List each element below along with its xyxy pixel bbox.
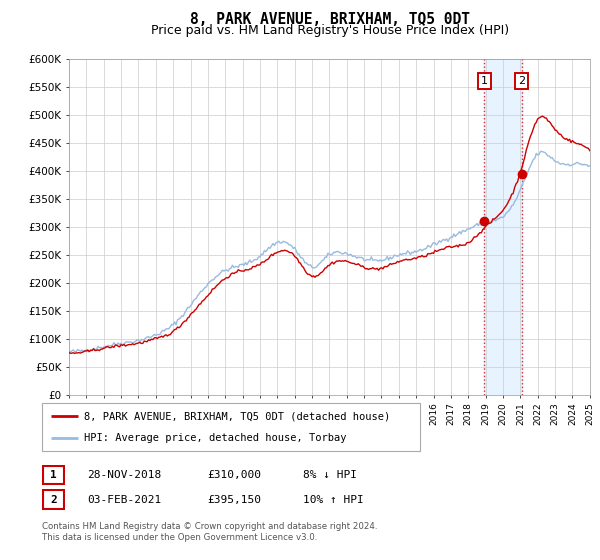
FancyBboxPatch shape (43, 466, 64, 484)
Text: 2: 2 (518, 76, 526, 86)
FancyBboxPatch shape (42, 403, 420, 451)
FancyBboxPatch shape (43, 491, 64, 508)
Text: 28-NOV-2018: 28-NOV-2018 (87, 470, 161, 480)
Text: £395,150: £395,150 (207, 494, 261, 505)
Text: 03-FEB-2021: 03-FEB-2021 (87, 494, 161, 505)
Text: 8% ↓ HPI: 8% ↓ HPI (303, 470, 357, 480)
Bar (484, 59, 522, 395)
Text: 1: 1 (50, 470, 57, 480)
Text: Price paid vs. HM Land Registry's House Price Index (HPI): Price paid vs. HM Land Registry's House … (151, 24, 509, 38)
Text: Contains HM Land Registry data © Crown copyright and database right 2024.: Contains HM Land Registry data © Crown c… (42, 522, 377, 531)
Text: £310,000: £310,000 (207, 470, 261, 480)
Text: 8, PARK AVENUE, BRIXHAM, TQ5 0DT: 8, PARK AVENUE, BRIXHAM, TQ5 0DT (190, 12, 470, 27)
Text: 8, PARK AVENUE, BRIXHAM, TQ5 0DT (detached house): 8, PARK AVENUE, BRIXHAM, TQ5 0DT (detach… (83, 411, 390, 421)
Text: 2: 2 (50, 494, 57, 505)
Text: 1: 1 (481, 76, 488, 86)
Text: HPI: Average price, detached house, Torbay: HPI: Average price, detached house, Torb… (83, 433, 346, 443)
Text: 10% ↑ HPI: 10% ↑ HPI (303, 494, 364, 505)
Text: This data is licensed under the Open Government Licence v3.0.: This data is licensed under the Open Gov… (42, 533, 317, 542)
